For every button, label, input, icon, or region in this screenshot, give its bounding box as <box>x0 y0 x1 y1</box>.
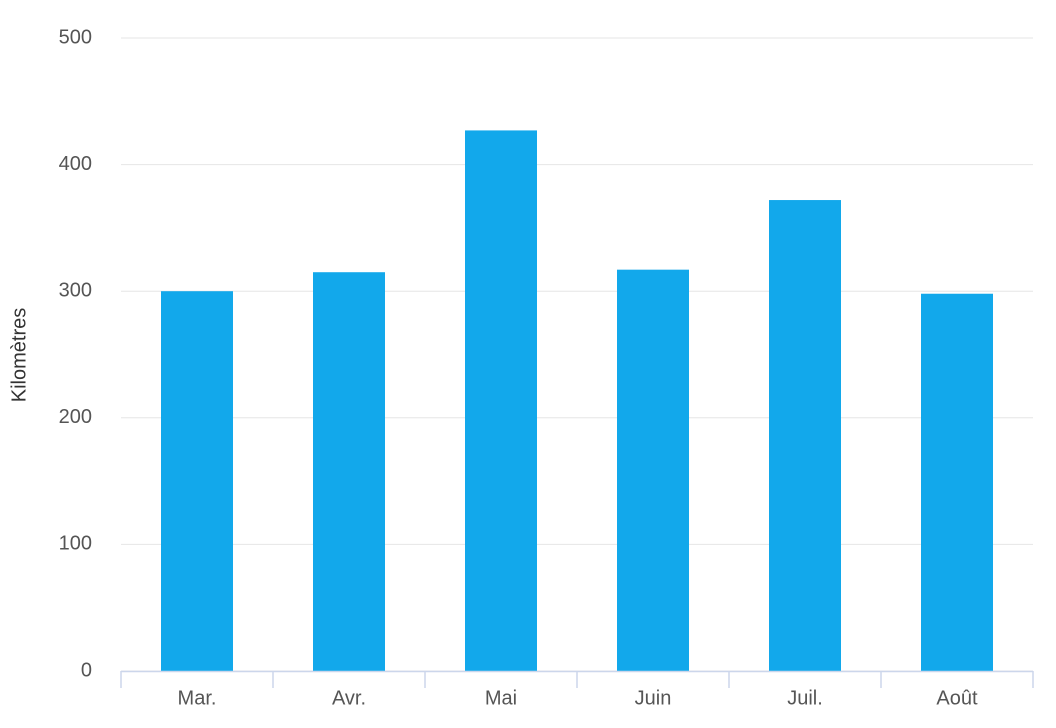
y-tick-label: 500 <box>59 26 92 48</box>
x-tick-label: Mai <box>485 687 517 709</box>
bar <box>921 293 993 671</box>
bar <box>313 272 385 671</box>
x-tick-label: Août <box>936 687 978 709</box>
y-tick-label: 200 <box>59 406 92 428</box>
x-tick-label: Mar. <box>178 687 217 709</box>
y-tick-label: 400 <box>59 153 92 175</box>
y-tick-label: 0 <box>81 659 92 681</box>
x-tick-label: Juin <box>635 687 672 709</box>
x-tick-label: Juil. <box>787 687 823 709</box>
y-tick-label: 300 <box>59 279 92 301</box>
y-axis-label: Kilomètres <box>8 308 30 402</box>
bar <box>769 200 841 671</box>
bar <box>617 269 689 671</box>
x-tick-label: Avr. <box>332 687 366 709</box>
bar <box>161 291 233 671</box>
y-tick-label: 100 <box>59 533 92 555</box>
bar <box>465 130 537 672</box>
